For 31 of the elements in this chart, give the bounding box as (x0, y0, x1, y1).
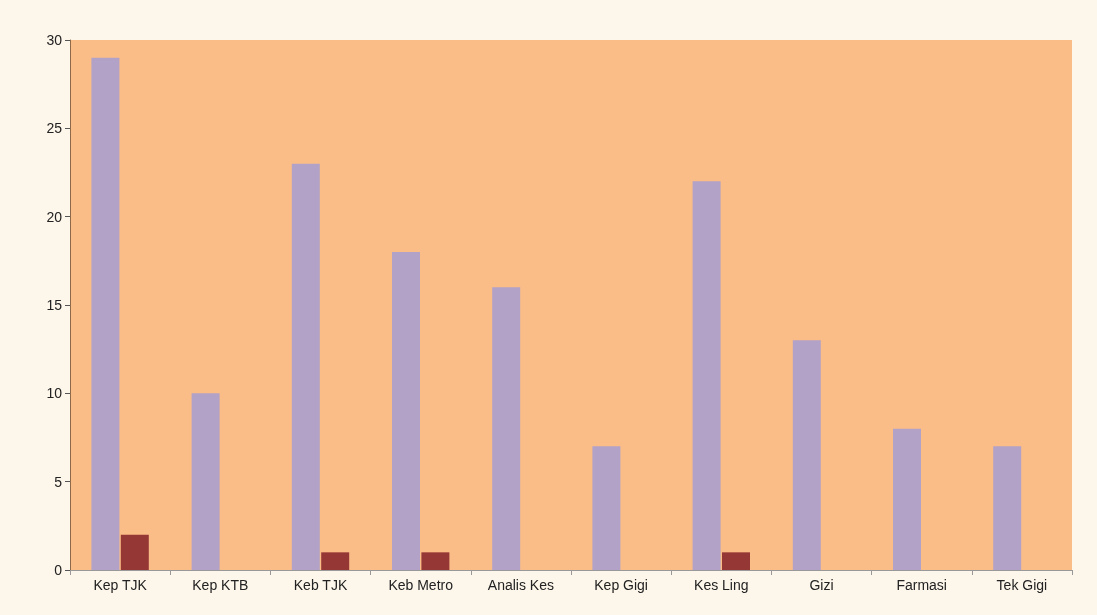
x-tick-label: Analis Kes (487, 577, 554, 593)
x-tick-label: Kep Gigi (594, 577, 648, 593)
y-tick-label: 20 (46, 208, 63, 225)
y-tick-label: 15 (46, 297, 63, 313)
bar (321, 552, 350, 570)
bar (592, 446, 621, 570)
x-tick-label: Tek Gigi (996, 577, 1048, 593)
bar (421, 552, 450, 570)
bar (91, 57, 120, 570)
bar (792, 340, 821, 570)
bar (492, 287, 521, 570)
bar (392, 252, 420, 570)
x-tick-label: Kes Ling (694, 577, 749, 593)
bar (191, 393, 220, 570)
x-tick-label: Kep KTB (192, 577, 249, 593)
x-tick-label: Keb TJK (293, 577, 348, 593)
y-tick-label: 25 (46, 120, 63, 137)
x-tick-label: Keb Metro (388, 577, 454, 593)
y-tick-label: 0 (54, 562, 63, 578)
bar (291, 163, 320, 570)
bar (993, 446, 1022, 570)
bar (692, 181, 721, 570)
y-tick-label: 10 (46, 385, 63, 402)
y-tick-label: 5 (54, 473, 63, 490)
bar (893, 428, 921, 570)
bar (722, 552, 750, 570)
x-tick-label: Gizi (809, 577, 834, 593)
bar (120, 534, 149, 570)
x-tick-label: Farmasi (896, 577, 947, 593)
x-tick-label: Kep TJK (93, 577, 148, 593)
y-tick-label: 30 (46, 32, 63, 48)
